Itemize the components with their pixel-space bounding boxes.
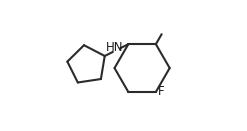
- Text: HN: HN: [106, 41, 124, 54]
- Text: F: F: [158, 85, 164, 98]
